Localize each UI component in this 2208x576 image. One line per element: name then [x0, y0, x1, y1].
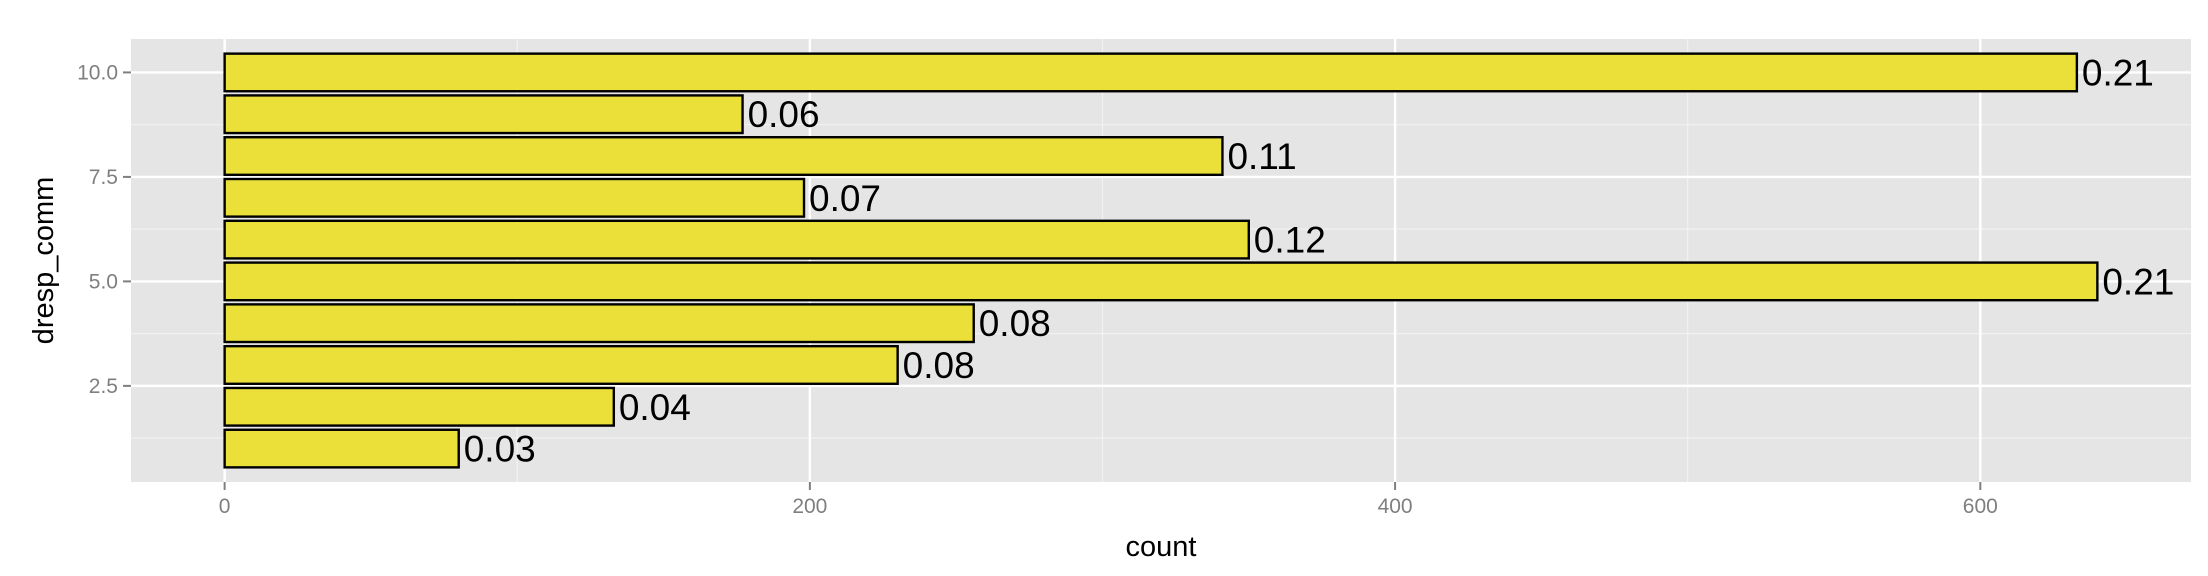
- x-tick-label: 600: [1963, 495, 1998, 518]
- axis-tick-labels: 0 200 400 600 2.5 5.0 7.5 10.0: [77, 61, 1998, 518]
- bar-4: [223, 303, 975, 344]
- bar-8: [223, 136, 1224, 177]
- bar-label-10: 0.21: [2082, 52, 2154, 93]
- bar-data-labels: 0.03 0.04 0.080.08 0.21 0.12 0.07 0.11 0.06 0.21: [464, 52, 2175, 469]
- bar-10: [223, 52, 2079, 93]
- bar-label-8: 0.11: [1227, 136, 1296, 177]
- y-axis-title: dresp_comm: [28, 177, 60, 345]
- bar-3: [223, 344, 899, 385]
- bar-label-7: 0.07: [809, 178, 881, 219]
- bars: [223, 52, 2099, 469]
- bar-9: [223, 94, 744, 135]
- bar-2: [223, 386, 616, 427]
- bar-6: [223, 219, 1250, 260]
- x-tick-label: 0: [219, 495, 231, 518]
- bar-label-1: 0.03: [464, 429, 536, 470]
- x-tick-label: 400: [1378, 495, 1413, 518]
- bar-label-6: 0.12: [1254, 220, 1326, 261]
- axis-ticks: [123, 71, 1982, 490]
- y-tick-label: 10.0: [77, 61, 118, 84]
- bar-7: [223, 177, 806, 218]
- bar-1: [223, 428, 460, 469]
- y-tick-label: 2.5: [89, 375, 118, 398]
- x-axis-title: count: [1126, 531, 1197, 563]
- y-tick-label: 5.0: [89, 270, 118, 293]
- bar-5: [223, 261, 2099, 302]
- bar-label-4: 0.08: [979, 303, 1051, 344]
- bar-label-9: 0.06: [748, 94, 820, 135]
- y-tick-label: 7.5: [89, 166, 118, 189]
- bar-label-5: 0.21: [2102, 261, 2174, 302]
- bar-label-3: 0.08: [903, 345, 975, 386]
- x-tick-label: 200: [792, 495, 827, 518]
- bar-label-2: 0.04: [619, 387, 691, 428]
